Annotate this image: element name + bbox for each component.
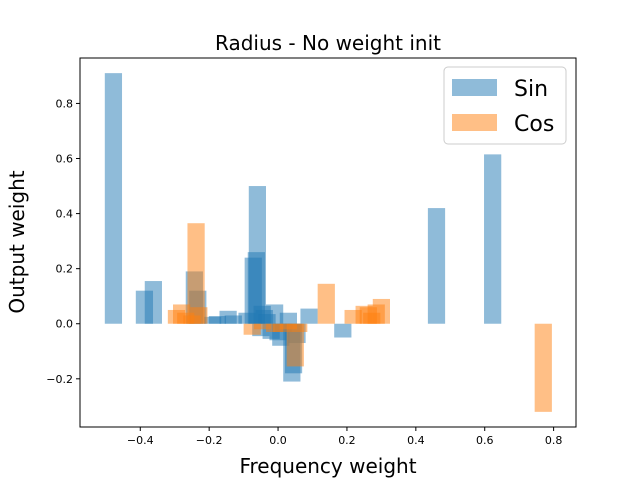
chart-title: Radius - No weight init [215, 31, 441, 55]
x-tick-label: −0.2 [196, 434, 223, 447]
y-tick-label: 0.2 [56, 263, 74, 276]
sin-bar [484, 154, 502, 324]
sin-bar [208, 316, 227, 324]
cos-bar [534, 323, 552, 412]
plot-frame [79, 57, 577, 428]
x-tick-label: 0.2 [338, 434, 356, 447]
legend-cos-label: Cos [514, 112, 554, 137]
x-tick-label: 0.6 [476, 434, 494, 447]
y-tick-label: −0.2 [46, 373, 73, 386]
sin-bar [224, 315, 242, 324]
legend: Sin Cos [443, 66, 567, 145]
y-axis-label: Output weight [5, 170, 29, 313]
x-tick-label: 0.8 [545, 434, 563, 447]
legend-sin-label: Sin [514, 77, 548, 102]
legend-cos-swatch [452, 114, 497, 131]
legend-sin-swatch [452, 79, 497, 96]
cos-bar [253, 323, 272, 330]
sin-bar [427, 208, 446, 324]
cos-bar [372, 298, 390, 324]
sin-bar [334, 323, 352, 338]
cos-bar [290, 323, 308, 332]
y-tick-label: 0.0 [56, 318, 74, 331]
x-tick-label: 0.0 [269, 434, 287, 447]
x-tick-label: 0.4 [407, 434, 425, 447]
cos-bar [286, 323, 304, 367]
sin-bar [266, 304, 284, 324]
sin-bar [104, 73, 123, 324]
sin-bar [300, 308, 318, 324]
x-axis-label: Frequency weight [239, 454, 416, 478]
cos-series [167, 223, 552, 412]
y-axis: −0.2 0.0 0.2 0.4 0.6 0.8 [46, 97, 80, 386]
y-tick-label: 0.8 [56, 97, 74, 110]
cos-bar [190, 307, 208, 324]
x-tick-label: −0.4 [127, 434, 154, 447]
y-tick-label: 0.4 [56, 208, 74, 221]
x-axis: −0.4 −0.2 0.0 0.2 0.4 0.6 0.8 [127, 427, 562, 447]
y-tick-label: 0.6 [56, 153, 74, 166]
sin-bar [279, 312, 297, 324]
sin-bar [248, 186, 266, 324]
cos-bar [243, 323, 261, 335]
cos-bar [317, 283, 335, 324]
sin-bar [144, 281, 162, 324]
cos-bar [187, 223, 205, 324]
